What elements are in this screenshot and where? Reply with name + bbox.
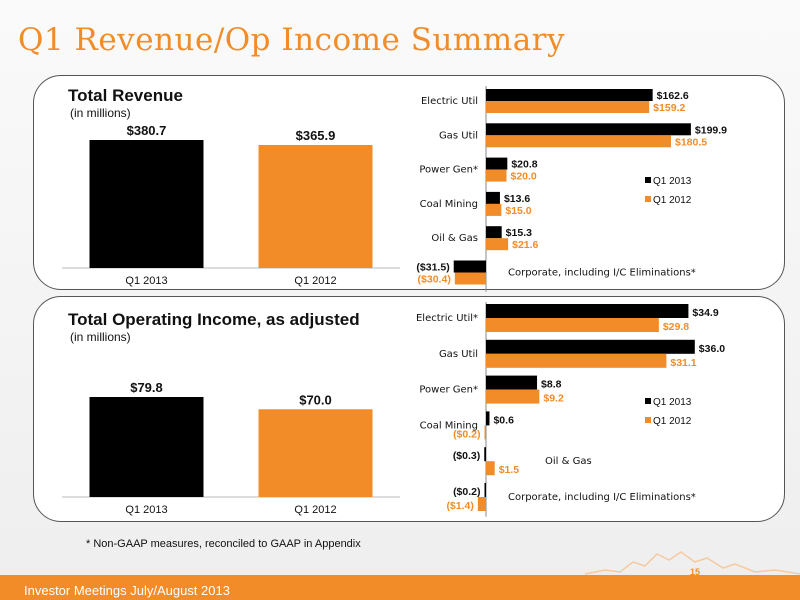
operating-income-segment-bar <box>484 483 486 497</box>
operating-income-segment-category-label: Electric Util* <box>416 313 478 324</box>
revenue-segment-value-label: $15.3 <box>506 227 532 239</box>
revenue-segment-value-label: $159.2 <box>653 102 685 114</box>
revenue-segment-value-label: $199.9 <box>695 124 727 136</box>
revenue-segment-value-label: ($30.4) <box>418 274 451 286</box>
revenue-segment-value-label: $20.0 <box>511 171 537 183</box>
operating-income-segment-legend-swatch <box>645 398 651 404</box>
revenue-segment-bar <box>486 89 653 101</box>
operating-income-segment-value-label: $36.0 <box>699 343 725 355</box>
revenue-segment-category-label: Gas Util <box>439 130 478 141</box>
revenue-bar <box>89 140 204 268</box>
operating-income-segment-legend-label: Q1 2013 <box>653 397 692 408</box>
revenue-segment-category-label: Corporate, including I/C Eliminations* <box>508 268 696 279</box>
revenue-segment-bar <box>486 135 672 148</box>
operating-income-tick-label: Q1 2013 <box>125 504 167 516</box>
operating-income-segment-bar <box>486 389 540 404</box>
operating-income-segment-bar <box>486 339 695 354</box>
revenue-segment-bar <box>486 101 650 113</box>
operating-income-segment-bar <box>486 318 659 332</box>
operating-income-segment-category-label: Gas Util <box>439 349 478 360</box>
revenue-value-label: $380.7 <box>127 123 167 138</box>
operating-income-segment-value-label: $34.9 <box>692 307 718 319</box>
revenue-segment-bar <box>486 169 507 182</box>
operating-income-segment-value-label: $8.8 <box>541 379 562 391</box>
revenue-segment-bar <box>486 226 502 239</box>
revenue-segment-category-label: Coal Mining <box>420 199 478 210</box>
operating-income-segment-category-label: Corporate, including I/C Eliminations* <box>508 492 696 503</box>
operating-income-segment-category-label: Power Gen* <box>419 385 478 396</box>
operating-income-subtitle: (in millions) <box>70 330 131 344</box>
revenue-bar <box>258 144 373 268</box>
operating-income-tick-label: Q1 2012 <box>294 504 336 516</box>
revenue-tick-label: Q1 2013 <box>125 275 167 287</box>
revenue-segment-legend-label: Q1 2013 <box>653 176 692 187</box>
footnote: * Non-GAAP measures, reconciled to GAAP … <box>86 538 361 550</box>
revenue-segment-bar <box>486 157 508 170</box>
revenue-segment-category-label: Oil & Gas <box>431 233 478 244</box>
operating-income-segment-category-label: Oil & Gas <box>545 456 592 467</box>
operating-income-segment-bar <box>486 304 689 318</box>
revenue-segment-bar <box>486 238 509 251</box>
operating-income-segment-value-label: $1.5 <box>499 464 520 476</box>
operating-income-segment-value-label: $9.2 <box>543 393 564 405</box>
revenue-tick-label: Q1 2012 <box>294 275 336 287</box>
revenue-segment-value-label: $13.6 <box>504 193 530 205</box>
operating-income-segment-value-label: $29.8 <box>663 321 689 333</box>
revenue-segment-value-label: $162.6 <box>657 90 689 102</box>
operating-income-segment-legend-label: Q1 2012 <box>653 416 692 427</box>
operating-income-segment-value-label: $31.1 <box>670 357 696 369</box>
operating-income-segment-bar <box>484 447 486 462</box>
operating-income-segment-bar <box>486 375 538 390</box>
revenue-segment-category-label: Electric Util <box>421 96 478 107</box>
operating-income-segment-legend-swatch <box>645 417 651 423</box>
revenue-title: Total Revenue <box>68 86 183 105</box>
revenue-segment-category-label: Power Gen* <box>419 165 478 176</box>
operating-income-segment-value-label: ($0.2) <box>453 428 480 440</box>
operating-income-segment-bar <box>477 497 486 511</box>
operating-income-bar <box>89 397 204 497</box>
operating-income-segment-value-label: ($0.3) <box>453 450 480 462</box>
revenue-segment-legend-swatch <box>645 196 651 202</box>
revenue-segment-bar <box>486 123 691 136</box>
revenue-segment-value-label: ($31.5) <box>416 262 449 274</box>
revenue-segment-bar <box>454 272 486 285</box>
revenue-segment-bar <box>453 260 486 273</box>
operating-income-segment-bar <box>486 353 667 368</box>
slide-title: Q1 Revenue/Op Income Summary <box>18 22 566 58</box>
operating-income-segment-value-label: $0.6 <box>493 414 514 426</box>
footer-text: Investor Meetings July/August 2013 <box>24 583 230 598</box>
operating-income-value-label: $79.8 <box>130 380 163 395</box>
operating-income-segment-bar <box>484 425 486 440</box>
revenue-segment-bar <box>486 191 500 204</box>
operating-income-title: Total Operating Income, as adjusted <box>68 310 360 329</box>
operating-income-segment-bar <box>486 461 495 476</box>
operating-income-segment-bar <box>486 411 490 426</box>
page-number: 15 <box>690 567 701 577</box>
footer-bar <box>0 575 800 600</box>
operating-income-segment-category-label: Coal Mining <box>420 420 478 431</box>
operating-income-bar <box>258 409 373 497</box>
revenue-segment-value-label: $15.0 <box>505 205 531 217</box>
revenue-value-label: $365.9 <box>296 128 336 143</box>
revenue-segment-bar <box>486 203 502 216</box>
revenue-segment-value-label: $21.6 <box>512 239 538 251</box>
revenue-segment-legend-label: Q1 2012 <box>653 195 692 206</box>
revenue-subtitle: (in millions) <box>70 106 131 120</box>
revenue-segment-value-label: $20.8 <box>511 159 537 171</box>
operating-income-segment-value-label: ($0.2) <box>453 486 480 498</box>
operating-income-value-label: $70.0 <box>299 392 332 407</box>
operating-income-segment-value-label: ($1.4) <box>446 500 473 512</box>
mountain-logo-icon <box>585 551 800 575</box>
revenue-segment-value-label: $180.5 <box>675 136 707 148</box>
revenue-segment-legend-swatch <box>645 177 651 183</box>
